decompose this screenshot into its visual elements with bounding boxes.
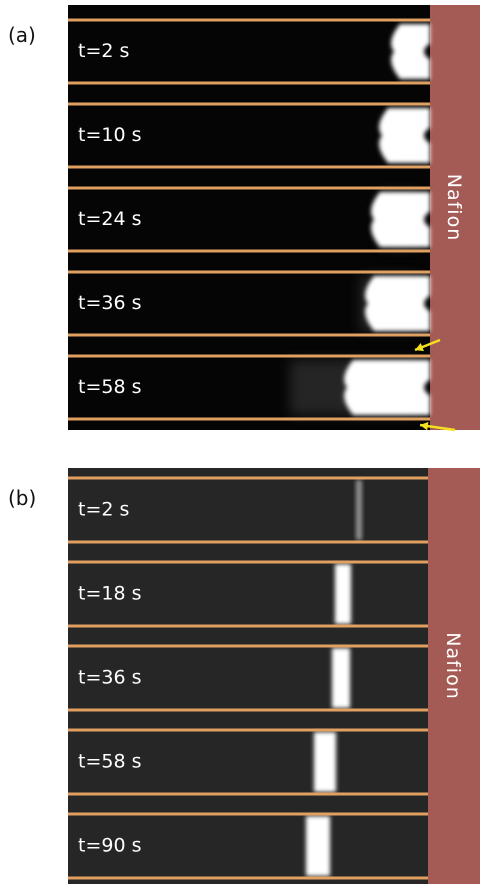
figure: (a) t=2 s t=10 s t=24 s t=36 s t=58 s Nafion (b… [0,0,480,884]
channel-wall [68,877,428,880]
channel-wall [68,813,428,816]
time-label: t=2 s [78,499,129,521]
channel-wall [68,541,428,544]
channel-wall [68,477,428,480]
channel-wall [68,103,430,106]
time-label: t=58 s [78,751,142,773]
channel-wall [68,793,428,796]
bright-deposit [365,276,430,331]
channel-wall [68,250,430,253]
channel-wall [68,709,428,712]
channel-wall [68,166,430,169]
channel-wall [68,334,430,337]
bright-front [335,564,351,624]
bright-front [356,480,362,540]
time-label: t=58 s [78,376,142,398]
bright-deposit [379,108,430,163]
time-label: t=90 s [78,835,142,857]
bright-front [332,648,350,708]
time-label: t=36 s [78,667,142,689]
channel-wall [68,82,430,85]
channel-wall [68,355,430,358]
channel-wall [68,19,430,22]
panel-label: (a) [8,23,36,47]
channel-wall [68,625,428,628]
bright-deposit [371,192,430,247]
panel-label: (b) [8,486,36,510]
time-label: t=36 s [78,292,142,314]
channel-wall [68,729,428,732]
nafion-label: Nafion [443,174,465,242]
nafion-label: Nafion [442,632,464,700]
time-label: t=10 s [78,124,142,146]
time-label: t=2 s [78,40,129,62]
channel-wall [68,271,430,274]
channel-wall [68,187,430,190]
bright-deposit [344,360,430,415]
channel-wall [68,561,428,564]
time-label: t=18 s [78,583,142,605]
channel-wall [68,418,430,421]
channel-wall [68,645,428,648]
time-label: t=24 s [78,208,142,230]
bright-front [314,732,336,792]
bright-front [306,816,330,876]
